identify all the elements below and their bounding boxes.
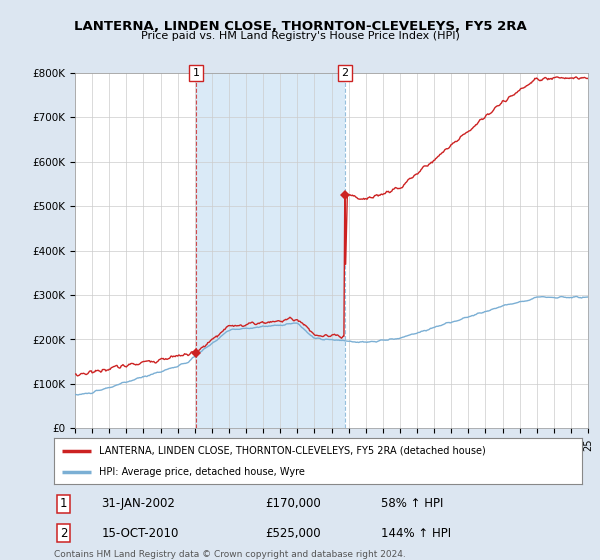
Text: Price paid vs. HM Land Registry's House Price Index (HPI): Price paid vs. HM Land Registry's House … — [140, 31, 460, 41]
Text: 1: 1 — [60, 497, 67, 510]
Text: HPI: Average price, detached house, Wyre: HPI: Average price, detached house, Wyre — [99, 467, 305, 477]
Bar — [196, 73, 345, 428]
Text: 58% ↑ HPI: 58% ↑ HPI — [382, 497, 444, 510]
Text: 2: 2 — [60, 526, 67, 540]
Text: LANTERNA, LINDEN CLOSE, THORNTON-CLEVELEYS, FY5 2RA: LANTERNA, LINDEN CLOSE, THORNTON-CLEVELE… — [74, 20, 526, 32]
Text: 144% ↑ HPI: 144% ↑ HPI — [382, 526, 451, 540]
Text: Contains HM Land Registry data © Crown copyright and database right 2024.
This d: Contains HM Land Registry data © Crown c… — [54, 550, 406, 560]
Text: 15-OCT-2010: 15-OCT-2010 — [101, 526, 179, 540]
Text: £170,000: £170,000 — [265, 497, 321, 510]
Text: LANTERNA, LINDEN CLOSE, THORNTON-CLEVELEYS, FY5 2RA (detached house): LANTERNA, LINDEN CLOSE, THORNTON-CLEVELE… — [99, 446, 485, 456]
Text: 31-JAN-2002: 31-JAN-2002 — [101, 497, 175, 510]
Text: £525,000: £525,000 — [265, 526, 321, 540]
Text: 1: 1 — [193, 68, 200, 78]
Text: 2: 2 — [341, 68, 349, 78]
